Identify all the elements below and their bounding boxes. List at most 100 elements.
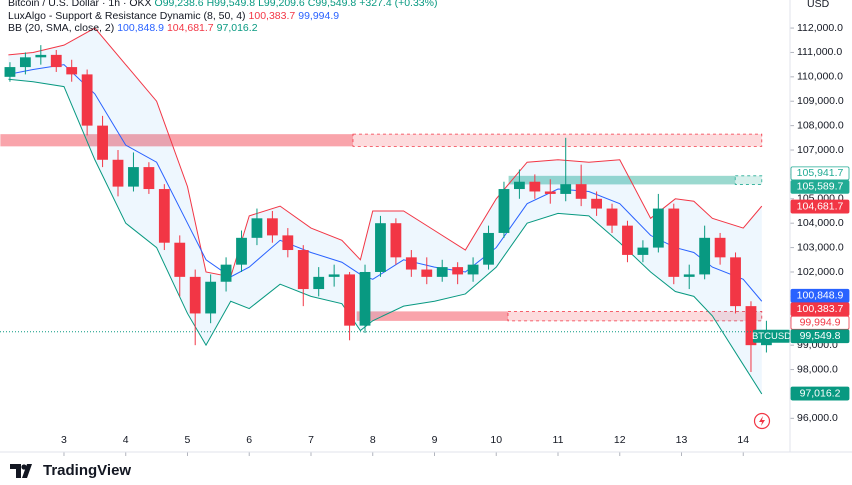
zone [0, 134, 353, 147]
candle-body [313, 276, 325, 290]
candle-body [405, 257, 417, 270]
price-label-box [790, 199, 850, 214]
x-tick-label: 5 [185, 434, 191, 446]
candle-body [421, 269, 433, 277]
candle-body [81, 74, 93, 126]
ohlc-value: O99,238.6 [154, 0, 204, 9]
candle-body [575, 184, 587, 199]
candle-body [143, 167, 155, 190]
price-label: 97,016.2 [800, 387, 841, 399]
price-label: 105,589.7 [797, 181, 844, 193]
x-tick-label: 8 [370, 434, 376, 446]
brand[interactable]: TradingView [10, 462, 131, 479]
candle-body [251, 218, 263, 238]
indicator: LuxAlgo - Support & Resistance Dynamic (… [8, 10, 443, 23]
candle-body [266, 218, 278, 236]
candle-body [375, 223, 386, 272]
candle-body [189, 276, 201, 314]
candle-body [35, 54, 47, 58]
y-tick-label: 108,000.0 [797, 119, 844, 131]
price-label-box [790, 302, 850, 317]
price-label-box [790, 166, 850, 181]
price-label: 105,941.7 [797, 167, 844, 179]
candle-body [560, 184, 572, 194]
candle-body [128, 167, 139, 187]
legend: Bitcoin / U.S. Dollar · 1h · OKX O99,238.… [8, 0, 443, 35]
x-tick-label: 4 [123, 434, 129, 446]
price-label-box [790, 386, 850, 401]
price-label-box [790, 329, 850, 344]
indicator-value: 104,681.7 [166, 22, 214, 34]
candle-body [174, 242, 186, 277]
indicator-value: 100,383.7 [248, 9, 296, 22]
price-label-box [790, 288, 850, 303]
candle-body [282, 235, 294, 251]
x-tick-label: 3 [61, 434, 67, 446]
x-tick-label: 9 [432, 434, 438, 446]
symbol-tag-box [753, 329, 790, 343]
x-tick-label: 11 [553, 434, 564, 446]
candle-body [498, 189, 510, 233]
y-tick-label: 112,000.0 [797, 22, 843, 34]
indicator: BB (20, SMA, close, 2) 100,848.9 104,681.7… [8, 22, 443, 35]
candle-body [591, 198, 602, 209]
candle-body [714, 237, 726, 258]
x-tick-label: 12 [614, 434, 626, 446]
price-label: 99,994.9 [800, 317, 841, 329]
candle-body [220, 264, 232, 282]
currency: USD [807, 0, 830, 10]
candle-body [544, 191, 556, 194]
zone [356, 311, 508, 321]
price-label-box [790, 315, 850, 330]
brand-name: TradingView [43, 462, 132, 479]
ohlc-value: +327.4 (+0.33%) [359, 0, 438, 9]
candle-body [236, 237, 247, 265]
candle-body [297, 250, 309, 290]
band-lower [8, 78, 763, 395]
symbol-line: Bitcoin / U.S. Dollar · 1h · OKX O99,238.… [8, 0, 443, 10]
ohlc-value: L99,209.6 [258, 0, 305, 9]
price-label: 100,848.9 [797, 290, 844, 302]
candle-body [467, 264, 479, 275]
y-tick-label: 96,000.0 [797, 412, 838, 424]
indicator-name: BB (20, SMA, close, 2) [8, 22, 115, 34]
symbol: Bitcoin / U.S. Dollar · 1h · OKX [8, 0, 152, 9]
y-tick-label: 110,000.0 [797, 71, 843, 83]
x-tick-label: 7 [308, 434, 314, 446]
y-tick-label: 103,000.0 [797, 241, 844, 253]
price-label: 99,549.8 [800, 330, 841, 342]
zone [508, 175, 736, 185]
candle-body [730, 257, 741, 307]
candle-body [112, 159, 124, 187]
indicator-value: 100,848.9 [117, 22, 164, 34]
indicator-name: LuxAlgo - Support & Resistance Dynamic (… [8, 9, 246, 22]
candle-body [483, 232, 494, 265]
x-tick-label: 13 [676, 434, 688, 446]
indicator-value: 97,016.2 [216, 22, 258, 34]
candle-body [66, 67, 78, 75]
candle-body [344, 274, 355, 326]
candle-body [4, 67, 16, 77]
candle-body [745, 306, 757, 346]
indicator-value: 99,994.9 [298, 9, 340, 22]
alert-icon[interactable] [753, 412, 771, 430]
candle-body [652, 208, 664, 248]
x-tick-label: 10 [490, 434, 502, 446]
candle-body [622, 225, 633, 255]
ohlc-value: H99,549.8 [206, 0, 256, 9]
price-label: 104,681.7 [797, 200, 844, 212]
candle-body [668, 208, 680, 277]
symbol-tag: BTCUSD [752, 331, 791, 342]
x-tick-label: 14 [737, 434, 749, 446]
x-tick-label: 6 [246, 434, 252, 446]
candle-body [328, 274, 340, 277]
zone-extension [352, 133, 763, 147]
candle-body [683, 274, 695, 277]
candle-body [452, 267, 464, 275]
y-tick-label: 98,000.0 [797, 363, 838, 375]
candle-body [436, 267, 448, 277]
candle-body [50, 54, 62, 68]
candle-body [205, 281, 217, 314]
